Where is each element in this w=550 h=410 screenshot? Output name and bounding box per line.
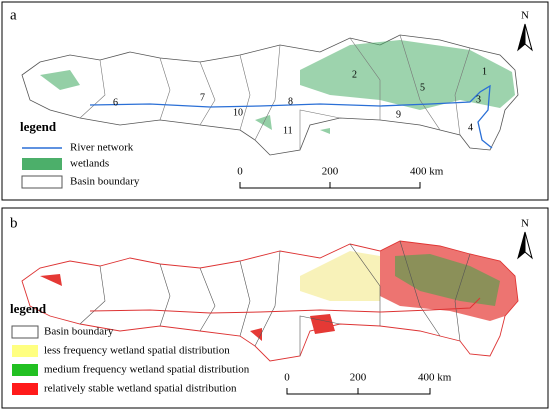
legend-swatch: [11, 325, 39, 339]
main-river: [89, 84, 493, 149]
less-wetland: [300, 251, 380, 301]
medium-wetland: [395, 254, 500, 306]
map-b: [21, 240, 519, 362]
wetland-area: [300, 40, 515, 110]
north-arrow: [524, 231, 533, 260]
basin-number: 7: [200, 92, 205, 103]
basin-number: 10: [233, 107, 243, 118]
basin-number: 5: [420, 82, 425, 93]
panel-b: b N legend Basin boundary less frequency…: [1, 207, 549, 409]
basin-number: 3: [476, 94, 481, 105]
panel-label: a: [10, 7, 17, 23]
legend-item: Basin boundary: [70, 176, 140, 188]
legend-swatch: [12, 345, 38, 357]
legend-item: wetlands: [70, 158, 109, 170]
scale-bar: [239, 182, 421, 189]
basin-number: 8: [288, 96, 293, 107]
legend-swatch: [12, 364, 38, 376]
basin-number: 6: [113, 97, 118, 108]
legend-item: Basin boundary: [44, 326, 114, 338]
river: [89, 297, 481, 314]
legend-item: relatively stable wetland spatial distri…: [44, 383, 237, 395]
scale-label: 200: [350, 372, 367, 384]
north-arrow: [524, 23, 533, 52]
legend-swatch: [22, 158, 62, 170]
basin-number: 2: [352, 69, 357, 80]
legend-item: medium frequency wetland spatial distrib…: [44, 364, 250, 376]
basin-number: 1: [482, 66, 487, 77]
legend-swatch: [21, 175, 63, 189]
north-label: N: [521, 218, 529, 230]
north-label: N: [521, 10, 529, 22]
legend-item: less frequency wetland spatial distribut…: [44, 345, 230, 357]
scale-bar: [286, 388, 431, 395]
basin-number: 11: [283, 125, 293, 136]
panel-a: a 1 2 3 4 5 6 7 8 9 10 11 N legend River…: [1, 1, 549, 201]
panel-label: b: [10, 215, 18, 231]
scale-label: 0: [284, 372, 290, 384]
scale-label: 0: [237, 166, 243, 178]
scale-label: 400 km: [410, 166, 444, 178]
wetland-patch: [40, 70, 330, 134]
scale-label: 200: [322, 166, 339, 178]
scale-label: 400 km: [418, 372, 452, 384]
legend-item: River network: [70, 142, 134, 154]
legend-title: legend: [10, 301, 47, 316]
legend-swatch: [12, 383, 38, 395]
basin-number: 4: [468, 122, 473, 133]
legend-title: legend: [20, 119, 57, 134]
basin-number: 9: [396, 109, 401, 120]
